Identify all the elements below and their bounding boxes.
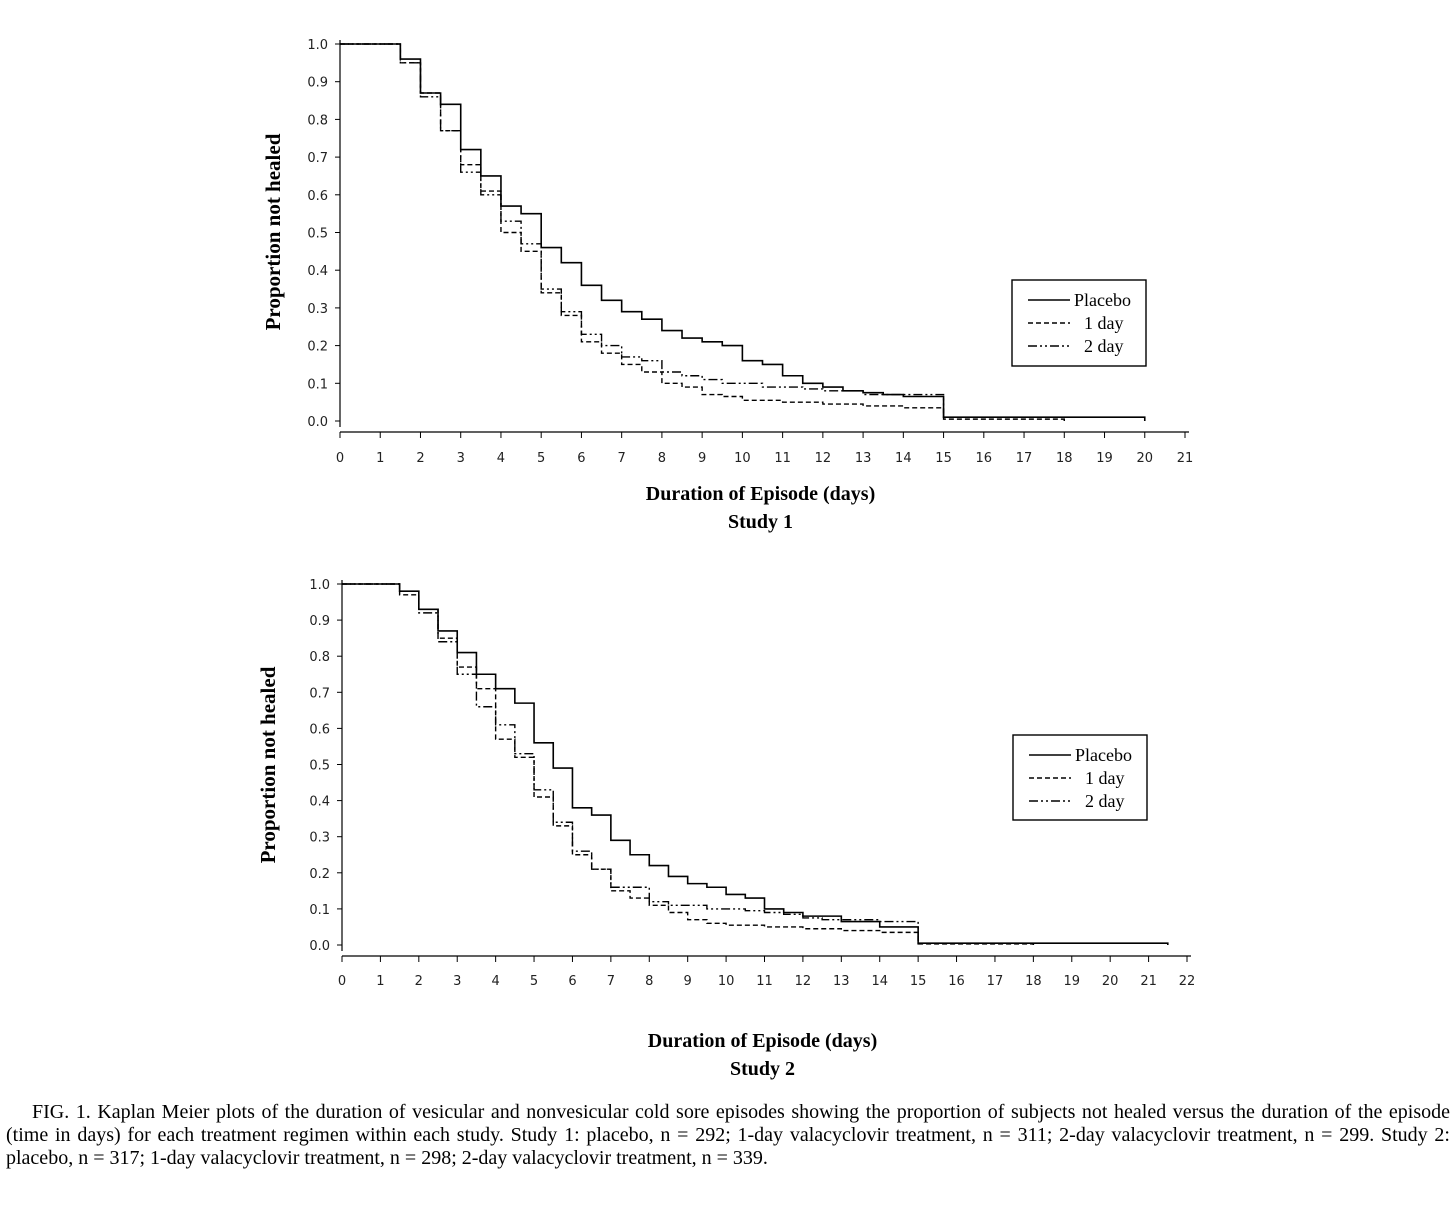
y-tick-label: 0.2 (307, 340, 328, 355)
y-tick-label: 0.7 (307, 151, 328, 166)
y-tick-label: 0.9 (307, 76, 328, 91)
y-axis-label: Proportion not healed (261, 133, 285, 330)
legend-box (1011, 279, 1147, 367)
x-tick-label: 17 (987, 974, 1004, 989)
y-tick-label: 0.8 (309, 650, 330, 665)
x-tick-label: 18 (1056, 451, 1073, 466)
x-tick-label: 15 (910, 974, 927, 989)
y-tick-label: 0.6 (307, 189, 328, 204)
legend-label: 2 day (1085, 791, 1125, 811)
x-tick-label: 3 (457, 451, 465, 466)
x-tick-label: 16 (948, 974, 965, 989)
x-tick-label: 9 (698, 451, 706, 466)
y-tick-label: 0.5 (307, 227, 328, 242)
chart-title: Study 2 (730, 1058, 795, 1080)
x-tick-label: 8 (658, 451, 666, 466)
x-tick-label: 4 (497, 451, 505, 466)
chart-study-1: 0.00.10.20.30.40.50.60.70.80.91.00 1 2 3 4 5 6… (261, 38, 1194, 533)
legend-box (1012, 734, 1148, 821)
x-tick-label: 7 (618, 451, 626, 466)
x-tick-label: 12 (815, 451, 832, 466)
x-tick-label: 7 (607, 974, 615, 989)
x-tick-label: 19 (1096, 451, 1113, 466)
x-tick-label: 14 (895, 451, 912, 466)
x-tick-label: 19 (1063, 974, 1080, 989)
x-tick-label: 20 (1102, 974, 1119, 989)
y-tick-label: 0.6 (309, 722, 330, 737)
x-tick-label: 0 (338, 974, 346, 989)
x-tick-label: 15 (935, 451, 952, 466)
x-tick-label: 1 (376, 451, 384, 466)
y-tick-label: 0.0 (309, 939, 330, 954)
legend-label: 2 day (1084, 336, 1124, 356)
x-axis-label: Duration of Episode (days) (646, 483, 875, 505)
x-tick-label: 21 (1177, 451, 1194, 466)
y-tick-label: 0.3 (307, 302, 328, 317)
x-tick-label: 10 (718, 974, 735, 989)
x-tick-label: 3 (453, 974, 461, 989)
legend-label: 1 day (1085, 768, 1125, 788)
x-tick-label: 13 (833, 974, 850, 989)
chart-title: Study 1 (728, 511, 793, 533)
x-tick-label: 20 (1136, 451, 1153, 466)
x-tick-label: 17 (1016, 451, 1033, 466)
x-tick-label: 13 (855, 451, 872, 466)
figure-caption: FIG. 1. Kaplan Meier plots of the durati… (6, 1101, 1450, 1169)
x-tick-label: 11 (756, 974, 773, 989)
series-line-2-day (340, 43, 1065, 421)
y-tick-label: 0.3 (309, 831, 330, 846)
x-tick-label: 1 (376, 974, 384, 989)
x-tick-label: 2 (416, 451, 424, 466)
x-tick-label: 22 (1179, 974, 1196, 989)
y-tick-label: 0.2 (309, 867, 330, 882)
y-tick-label: 1.0 (309, 578, 330, 593)
x-tick-label: 18 (1025, 974, 1042, 989)
y-tick-label: 0.5 (309, 759, 330, 774)
legend-label: Placebo (1075, 745, 1132, 765)
x-tick-label: 2 (415, 974, 423, 989)
x-tick-label: 5 (537, 451, 545, 466)
x-tick-label: 14 (871, 974, 888, 989)
series-line-1-day (342, 583, 1035, 945)
chart-study-2: 0.00.10.20.30.40.50.60.70.80.91.00 1 2 3 4 5 6… (256, 578, 1196, 1080)
y-tick-label: 0.1 (309, 903, 330, 918)
x-axis-label: Duration of Episode (days) (648, 1030, 877, 1052)
legend-label: Placebo (1074, 290, 1131, 310)
y-axis-label: Proportion not healed (256, 666, 280, 863)
x-tick-label: 21 (1140, 974, 1157, 989)
x-tick-label: 11 (774, 451, 791, 466)
x-tick-label: 16 (976, 451, 993, 466)
y-tick-label: 0.4 (307, 264, 328, 279)
y-tick-label: 0.8 (307, 113, 328, 128)
y-tick-label: 0.4 (309, 795, 330, 810)
series-line-1-day (340, 43, 1065, 421)
series-line-placebo (342, 583, 1169, 945)
legend-label: 1 day (1084, 313, 1124, 333)
y-tick-label: 0.0 (307, 415, 328, 430)
y-tick-label: 0.9 (309, 614, 330, 629)
x-tick-label: 9 (684, 974, 692, 989)
x-tick-label: 6 (568, 974, 576, 989)
x-tick-label: 4 (491, 974, 499, 989)
x-tick-label: 8 (645, 974, 653, 989)
x-tick-label: 0 (336, 451, 344, 466)
x-tick-label: 6 (577, 451, 585, 466)
x-tick-label: 10 (734, 451, 751, 466)
x-tick-label: 12 (795, 974, 812, 989)
series-line-2-day (342, 583, 1035, 945)
y-tick-label: 1.0 (307, 38, 328, 53)
y-tick-label: 0.1 (307, 377, 328, 392)
x-tick-label: 5 (530, 974, 538, 989)
y-tick-label: 0.7 (309, 686, 330, 701)
